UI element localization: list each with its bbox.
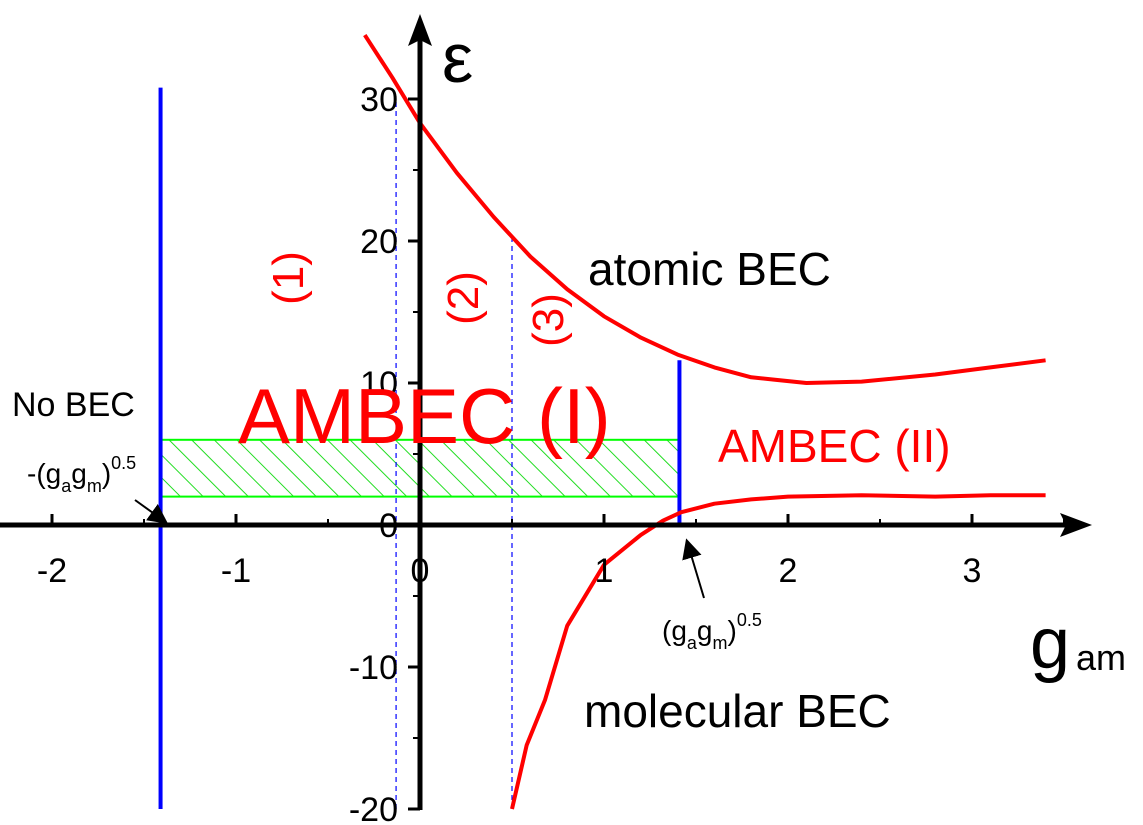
molecular-bec-label: molecular BEC [584, 685, 891, 737]
y-tick-label: 30 [360, 81, 398, 119]
positive-critical-arrow [682, 538, 705, 599]
x-tick-label: 1 [595, 552, 614, 590]
svg-text:-(gagm)0.5: -(gagm)0.5 [27, 453, 136, 496]
y-tick-label: 20 [360, 223, 398, 261]
y-tick-label: -20 [349, 791, 398, 825]
x-tick-label: 2 [779, 552, 798, 590]
y-axis-arrow [408, 14, 432, 46]
y-tick-label: 0 [379, 507, 398, 545]
ambec-2-label: AMBEC (II) [718, 420, 951, 472]
negative-critical-label: -(gagm)0.5 [27, 453, 136, 496]
x-axis-label-subscript: am [1076, 637, 1126, 678]
region-1-label: (1) [264, 251, 313, 305]
x-axis-label: g [1030, 604, 1070, 684]
region-2-label: (2) [439, 271, 488, 325]
x-tick-label: 3 [963, 552, 982, 590]
negative-critical-arrow [134, 499, 169, 524]
y-tick-label: -10 [349, 649, 398, 687]
x-tick-label: -1 [221, 552, 251, 590]
y-axis-label: ε [442, 19, 473, 97]
positive-critical-label: (gagm)0.5 [662, 610, 762, 653]
svg-text:(gagm)0.5: (gagm)0.5 [662, 610, 762, 653]
no-bec-label: No BEC [12, 386, 135, 424]
y-tick-label: 10 [360, 365, 398, 403]
upper-boundary-curve [363, 34, 1046, 385]
x-axis-arrow [1060, 513, 1092, 537]
x-tick-label: -2 [37, 552, 67, 590]
atomic-bec-label: atomic BEC [588, 243, 831, 295]
lower-boundary-curve [510, 493, 1046, 810]
ambec-1-label: AMBEC (I) [238, 372, 611, 460]
region-3-label: (3) [524, 293, 573, 347]
x-tick-label: 0 [411, 552, 430, 590]
